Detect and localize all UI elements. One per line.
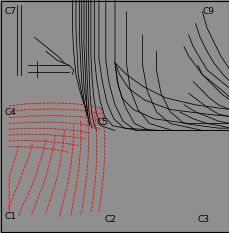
Text: C4: C4 (5, 108, 16, 117)
Text: C1: C1 (5, 212, 16, 221)
Text: C5: C5 (96, 118, 108, 127)
Text: C9: C9 (202, 7, 213, 16)
Text: C3: C3 (197, 215, 209, 224)
Text: C2: C2 (104, 215, 116, 224)
Text: C7: C7 (5, 7, 16, 16)
